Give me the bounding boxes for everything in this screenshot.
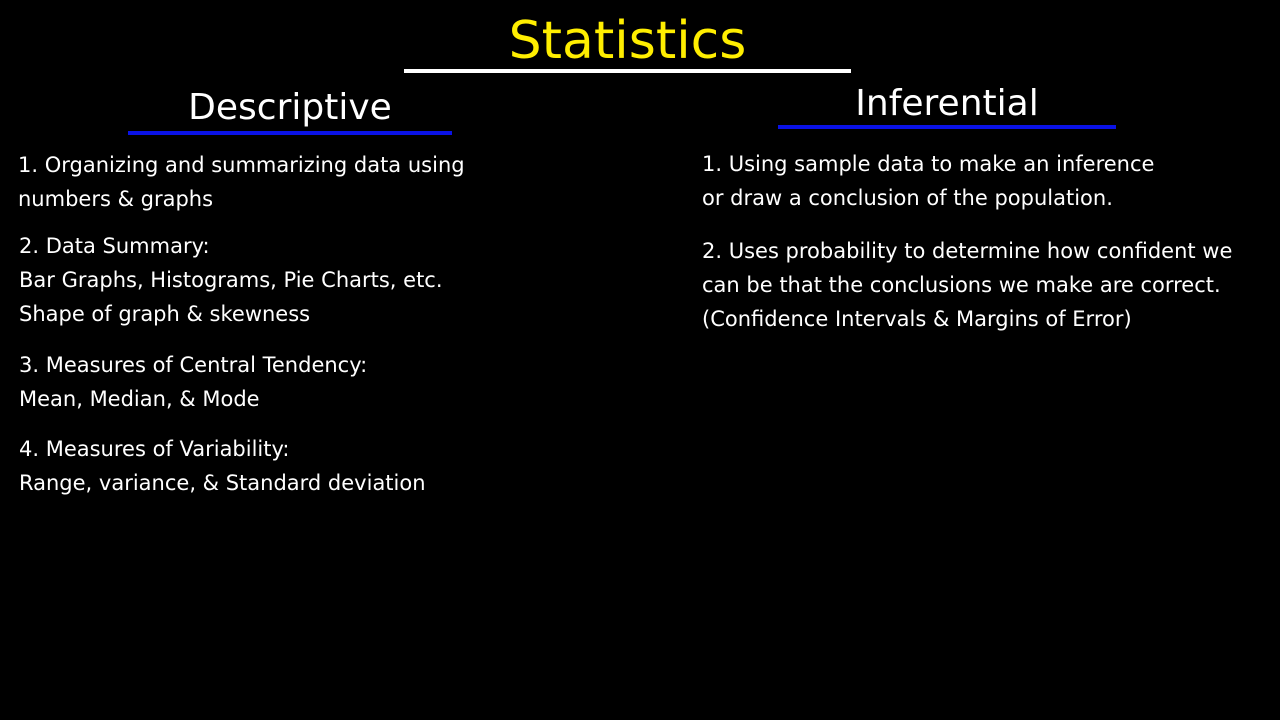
descriptive-item-2: 2. Data Summary: Bar Graphs, Histograms,…: [19, 229, 443, 331]
descriptive-item-1-line-1: 1. Organizing and summarizing data using: [18, 153, 465, 177]
inferential-heading: Inferential: [855, 83, 1039, 124]
inferential-item-1-line-2: or draw a conclusion of the population.: [702, 186, 1113, 210]
slide-title: Statistics: [508, 11, 747, 71]
descriptive-item-2-line-3: Shape of graph & skewness: [19, 302, 311, 326]
descriptive-heading-underline: [128, 131, 452, 135]
title-underline: [404, 69, 851, 73]
inferential-heading-underline: [778, 125, 1116, 129]
inferential-item-2: 2. Uses probability to determine how con…: [702, 234, 1232, 336]
descriptive-item-4: 4. Measures of Variability: Range, varia…: [19, 432, 426, 500]
descriptive-item-3-line-1: 3. Measures of Central Tendency:: [19, 353, 368, 377]
descriptive-heading: Descriptive: [188, 87, 392, 128]
descriptive-item-4-line-1: 4. Measures of Variability:: [19, 437, 290, 461]
descriptive-item-1-line-2: numbers & graphs: [18, 187, 214, 211]
inferential-item-1: 1. Using sample data to make an inferenc…: [702, 147, 1154, 215]
inferential-item-1-line-1: 1. Using sample data to make an inferenc…: [702, 152, 1155, 176]
inferential-item-2-line-2: can be that the conclusions we make are …: [702, 273, 1221, 297]
descriptive-item-4-line-2: Range, variance, & Standard deviation: [19, 471, 426, 495]
descriptive-item-2-line-2: Bar Graphs, Histograms, Pie Charts, etc.: [19, 268, 443, 292]
inferential-item-2-line-3: (Confidence Intervals & Margins of Error…: [702, 307, 1132, 331]
inferential-item-2-line-1: 2. Uses probability to determine how con…: [702, 239, 1233, 263]
descriptive-item-3: 3. Measures of Central Tendency: Mean, M…: [19, 348, 367, 416]
descriptive-item-3-line-2: Mean, Median, & Mode: [19, 387, 260, 411]
descriptive-item-1: 1. Organizing and summarizing data using…: [18, 148, 465, 216]
descriptive-item-2-line-1: 2. Data Summary:: [19, 234, 210, 258]
